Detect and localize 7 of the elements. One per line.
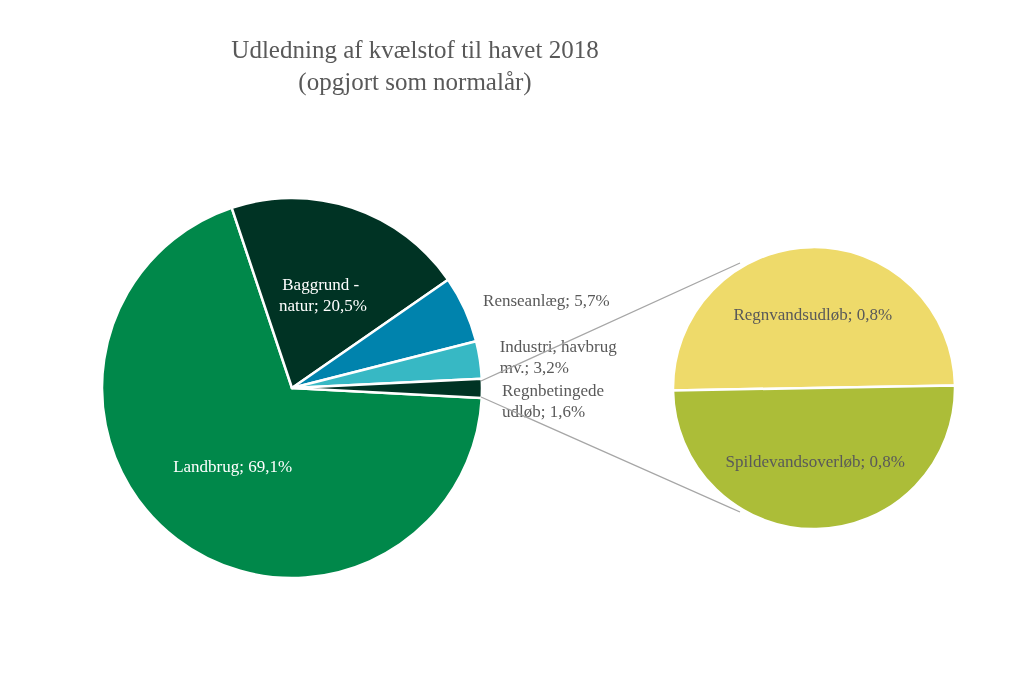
chart-title: Udledning af kvælstof til havet 2018 (opgjort som normalår) [231, 35, 599, 96]
slice-label: Landbrug; 69,1% [173, 456, 293, 476]
slice-label: Spildevandsoverløb; 0,8% [725, 451, 905, 471]
slice-label: Regnbetingede udløb; 1,6% [502, 380, 609, 421]
slice-label: Regnvandsudløb; 0,8% [733, 305, 893, 325]
slice-label: Baggrund - natur; 20,5% [278, 275, 367, 315]
slice-label: Renseanlæg; 5,7% [483, 291, 610, 311]
